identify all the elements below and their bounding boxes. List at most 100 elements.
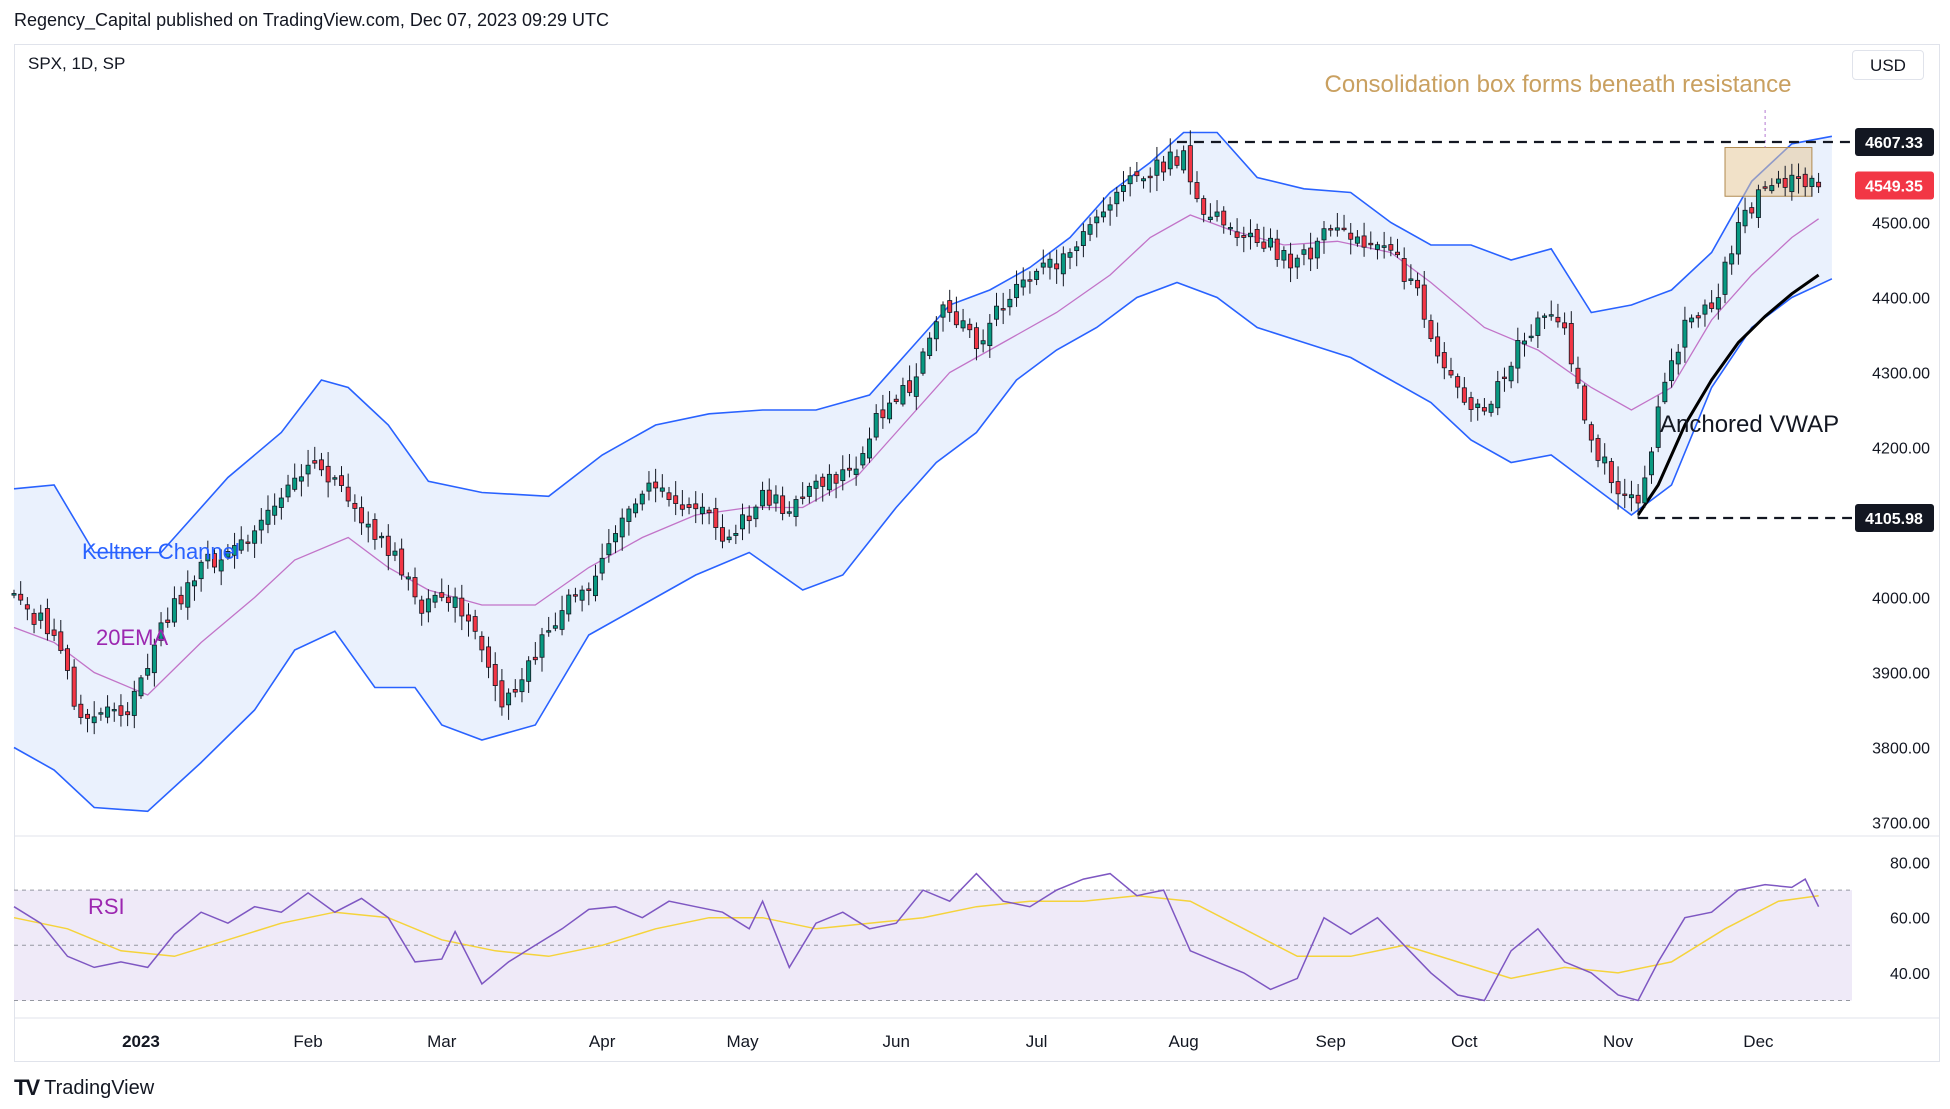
candle-body xyxy=(980,340,986,345)
candle xyxy=(1615,466,1621,510)
candle-body xyxy=(1796,176,1802,179)
candle-body xyxy=(379,535,385,539)
candle-body xyxy=(1689,317,1695,323)
candle xyxy=(813,474,819,502)
candle xyxy=(285,474,291,503)
candle xyxy=(1040,249,1046,275)
candle-body xyxy=(666,492,672,500)
candle xyxy=(85,708,90,733)
candle xyxy=(1528,324,1534,342)
candle xyxy=(1248,219,1253,250)
candle-body xyxy=(1401,258,1407,282)
candle-body xyxy=(385,535,391,556)
month-label: Oct xyxy=(1451,1032,1478,1051)
candle xyxy=(1408,264,1414,285)
candle xyxy=(806,482,812,504)
candle-body xyxy=(1622,493,1628,496)
candle-body xyxy=(272,505,278,516)
candle xyxy=(1662,372,1668,405)
candle xyxy=(1288,242,1294,283)
candle xyxy=(1094,209,1100,238)
candle xyxy=(733,524,739,545)
candle-body xyxy=(893,398,899,403)
candle xyxy=(58,620,64,654)
candle-body xyxy=(252,530,258,544)
candle-body xyxy=(245,541,251,544)
candle-body xyxy=(158,622,164,641)
candle xyxy=(693,491,699,524)
candle xyxy=(719,514,725,549)
candle-body xyxy=(1181,150,1187,171)
candle xyxy=(71,659,77,710)
candle xyxy=(653,468,659,503)
candle-body xyxy=(1187,145,1193,183)
candle-body xyxy=(1040,262,1046,268)
candle xyxy=(699,493,705,525)
candle xyxy=(853,456,859,486)
candle-body xyxy=(78,703,84,718)
candle-body xyxy=(1776,178,1781,184)
month-label: Apr xyxy=(589,1032,616,1051)
candle-body xyxy=(746,515,752,522)
candle-body xyxy=(151,644,157,674)
candle xyxy=(666,486,672,507)
candle xyxy=(1167,138,1173,176)
candle xyxy=(1301,244,1307,266)
candle xyxy=(1074,241,1080,267)
candle-body xyxy=(1662,381,1668,403)
candle xyxy=(1495,370,1501,416)
candle xyxy=(1100,197,1106,223)
candle xyxy=(579,585,585,612)
candle-body xyxy=(1742,209,1748,227)
candle-body xyxy=(1060,253,1066,275)
month-label: Sep xyxy=(1316,1032,1346,1051)
candle xyxy=(452,587,458,623)
candle-body xyxy=(105,706,111,718)
candle-body xyxy=(499,680,505,708)
rsi-tick-label: 40.00 xyxy=(1890,966,1930,983)
candle xyxy=(967,318,973,339)
candle-body xyxy=(559,610,565,630)
candle-body xyxy=(1582,385,1588,421)
candle xyxy=(1054,249,1060,284)
candle xyxy=(212,547,217,574)
candle xyxy=(606,529,612,563)
candle-body xyxy=(1455,376,1461,388)
candle-body xyxy=(492,663,498,686)
candle-body xyxy=(1234,231,1240,238)
currency-button[interactable]: USD xyxy=(1852,50,1924,80)
candle-body xyxy=(786,511,792,514)
candle xyxy=(1348,223,1354,255)
price-badge-bg xyxy=(1855,171,1934,200)
candle xyxy=(24,597,30,621)
candle-body xyxy=(659,487,665,492)
price-badge-label: 4549.35 xyxy=(1865,178,1923,195)
candle-body xyxy=(1227,227,1233,230)
candle-body xyxy=(412,577,418,598)
candle-body xyxy=(125,711,131,716)
candle-body xyxy=(619,517,625,538)
candle xyxy=(492,652,498,702)
candle xyxy=(1121,171,1126,202)
candle xyxy=(258,508,264,544)
candle xyxy=(345,473,351,508)
candle-body xyxy=(960,320,966,329)
candle xyxy=(1087,217,1093,242)
price-badge-label: 4105.98 xyxy=(1865,511,1923,528)
candle xyxy=(1127,166,1133,197)
candle xyxy=(111,702,117,722)
candle xyxy=(1682,306,1688,363)
candle-body xyxy=(339,475,344,486)
candle xyxy=(512,679,518,698)
candle xyxy=(1702,299,1708,327)
candle xyxy=(1000,292,1006,325)
candle xyxy=(947,289,953,322)
candle-body xyxy=(85,713,90,719)
price-badge-bg xyxy=(1855,504,1934,533)
candle-body xyxy=(405,576,411,580)
publisher-header: Regency_Capital published on TradingView… xyxy=(14,10,610,30)
candle xyxy=(572,587,578,603)
candle-body xyxy=(1695,315,1701,319)
candle xyxy=(1007,289,1013,316)
